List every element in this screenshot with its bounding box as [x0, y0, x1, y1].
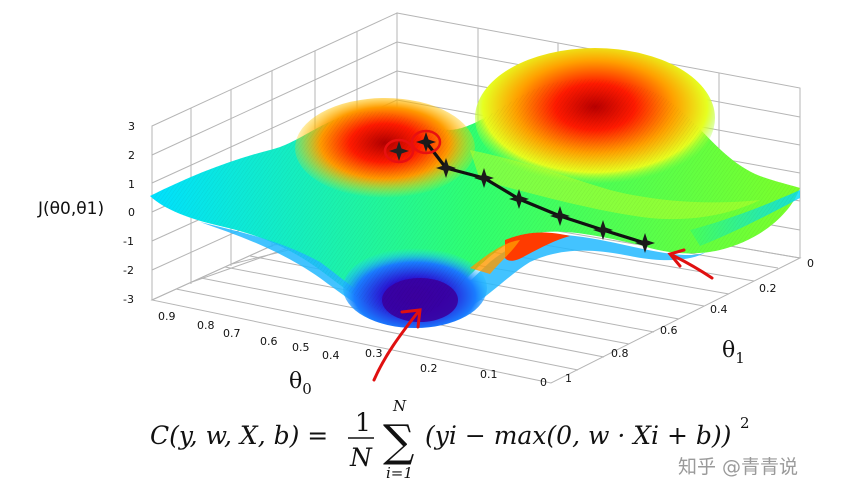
star-marker — [550, 206, 570, 226]
star-marker — [436, 158, 456, 178]
theta1-tick: 1 — [565, 372, 572, 385]
star-marker — [389, 141, 409, 161]
theta1-tick: 0.6 — [660, 324, 678, 337]
theta0-tick: 0.4 — [322, 349, 340, 362]
descent-path — [416, 132, 655, 253]
formula-frac-den: N — [349, 443, 373, 472]
formula-exponent: 2 — [740, 414, 750, 432]
star-marker — [593, 220, 613, 240]
minima-arrows — [372, 248, 714, 382]
theta0-tick: 0.6 — [260, 335, 278, 348]
arrow-pit-head — [400, 308, 422, 329]
z-axis: 3 2 1 0 -1 -2 -3 J(θ0,θ1) — [37, 120, 135, 306]
arrow-valley-head — [667, 248, 686, 268]
star-marker — [416, 132, 436, 152]
star-marker — [509, 189, 529, 209]
theta0-sub: 0 — [302, 380, 312, 398]
theta1-tick: 0.2 — [759, 282, 777, 295]
theta1-sub: 1 — [735, 349, 745, 367]
theta1-axis: 0 0.2 0.4 0.6 0.8 1 θ1 — [565, 257, 814, 385]
star-marker — [474, 168, 494, 188]
z-axis-label: J(θ0,θ1) — [37, 199, 104, 219]
theta1-tick: 0 — [807, 257, 814, 270]
cost-surface — [150, 48, 800, 328]
theta0-tick: 0.1 — [480, 368, 498, 381]
theta0-tick: 0.2 — [420, 362, 438, 375]
start-markers — [383, 129, 442, 164]
start-circle-1 — [383, 138, 415, 164]
z-tick: 2 — [128, 149, 135, 162]
z-tick: -1 — [123, 235, 134, 248]
theta0-tick: 0 — [540, 376, 547, 389]
watermark: 知乎 @青青说 — [678, 456, 799, 478]
formula-frac-num: 1 — [355, 408, 371, 437]
z-tick: 0 — [128, 206, 135, 219]
formula-lhs: C(y, w, X, b) = — [150, 421, 328, 450]
theta0-tick: 0.7 — [223, 327, 241, 340]
theta0-label: θ0 — [289, 369, 312, 398]
z-tick: 3 — [128, 120, 135, 133]
theta0-tick: 0.8 — [197, 319, 215, 332]
sum-sign: ∑ — [383, 416, 414, 467]
theta0-axis: 0.9 0.8 0.7 0.6 0.5 0.4 0.3 0.2 0.1 0 θ0 — [158, 310, 547, 398]
theta0-tick: 0.3 — [365, 347, 383, 360]
formula-body: (yi − max(0, w · Xi + b)) — [425, 421, 731, 450]
theta1-tick: 0.8 — [611, 347, 629, 360]
formula-sum-bottom: i=1 — [386, 464, 413, 482]
z-tick: -3 — [123, 293, 134, 306]
theta1-tick: 0.4 — [710, 303, 728, 316]
z-tick: -2 — [123, 264, 134, 277]
theta1-label: θ1 — [722, 338, 745, 367]
start-circle-2 — [410, 129, 442, 155]
cost-formula: C(y, w, X, b) = 1 N N ∑ i=1 (yi − max(0,… — [150, 398, 750, 482]
star-marker — [635, 233, 655, 253]
formula-sum-top: N — [392, 398, 407, 415]
z-tick: 1 — [128, 178, 135, 191]
theta0-tick: 0.9 — [158, 310, 176, 323]
arrow-valley — [672, 254, 714, 280]
arrow-pit — [372, 310, 420, 382]
theta0-tick: 0.5 — [292, 341, 310, 354]
